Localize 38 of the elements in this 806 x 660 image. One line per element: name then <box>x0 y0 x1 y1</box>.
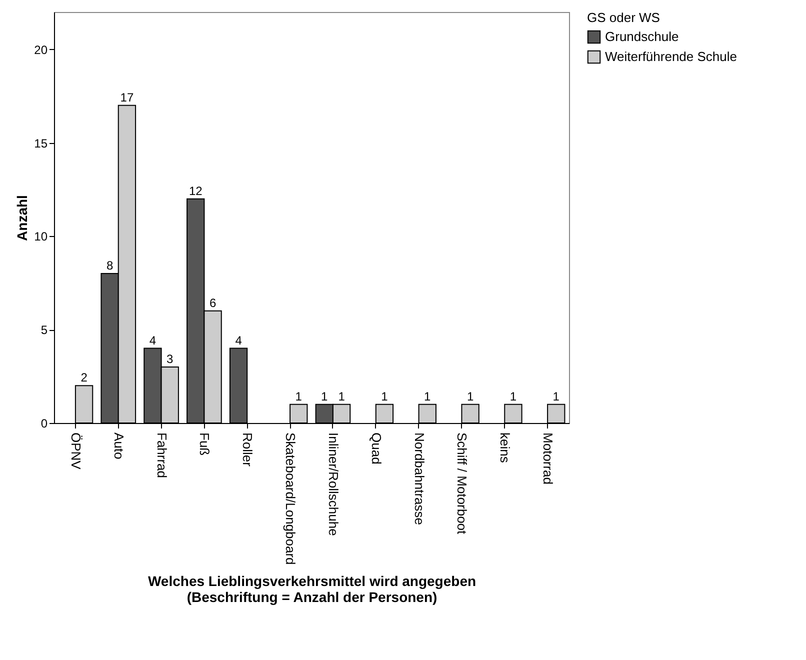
x-tick-label: Roller <box>240 432 256 468</box>
x-tick-label: Nordbahntrasse <box>412 432 427 525</box>
data-label: 4 <box>235 333 242 348</box>
y-tick-label: 10 <box>34 230 48 244</box>
x-tick-label: ÖPNV <box>68 432 84 470</box>
data-label: 2 <box>80 370 88 385</box>
y-tick-label: 20 <box>34 42 48 57</box>
data-label: 1 <box>510 389 517 404</box>
data-label: 3 <box>166 352 174 366</box>
legend-label: Weiterführende Schule <box>605 49 738 64</box>
x-tick-label: Auto <box>111 432 126 460</box>
data-label: 17 <box>120 90 134 104</box>
legend-title: GS oder WS <box>587 10 660 25</box>
x-tick-label: Fuß <box>197 432 212 456</box>
x-tick-label: Fahrrad <box>154 432 170 478</box>
data-label: 6 <box>209 296 216 310</box>
data-label: 1 <box>338 389 346 404</box>
x-axis-title: Welches Lieblingsverkehrsmittel wird angegeben (Beschriftung = Anzahl der Personen) <box>148 572 476 605</box>
x-tick-label: keins <box>498 432 513 464</box>
x-tick-label: Quad <box>368 432 384 464</box>
data-label: 4 <box>149 333 156 348</box>
data-label: 1 <box>552 389 560 404</box>
legend-label: Grundschule <box>605 29 679 44</box>
data-label: 1 <box>466 389 474 404</box>
x-tick-label: Skateboard/Longboard <box>283 432 298 565</box>
data-label: 8 <box>106 258 114 273</box>
data-label: 1 <box>321 389 328 404</box>
x-tick-label: Schiff / Motorboot <box>454 432 470 535</box>
data-label: 1 <box>295 389 302 404</box>
data-label: 1 <box>424 389 432 404</box>
data-label: 12 <box>188 184 203 198</box>
data-label: 1 <box>381 389 388 404</box>
x-tick-label: Motorrad <box>540 432 556 485</box>
y-tick-label: 15 <box>34 136 48 150</box>
y-axis-title: Anzahl <box>14 195 30 241</box>
y-tick-label: 0 <box>40 416 48 430</box>
x-tick-label: Inliner/Rollschuhe <box>326 432 341 536</box>
y-tick-label: 5 <box>40 323 48 338</box>
